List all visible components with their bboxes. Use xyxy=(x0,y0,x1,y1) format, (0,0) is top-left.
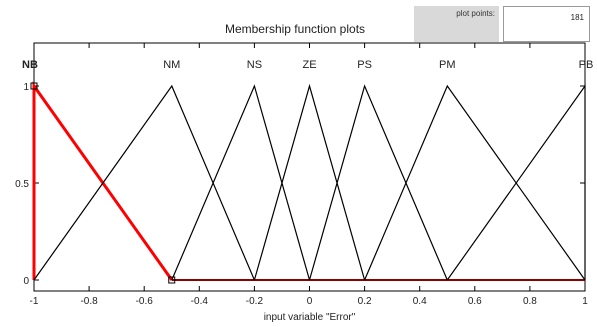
x-tick-label: -0.2 xyxy=(246,296,264,307)
x-tick-label: 0.8 xyxy=(523,296,537,307)
mf-line-ns[interactable] xyxy=(171,84,311,281)
mf-label-ze[interactable]: ZE xyxy=(302,59,316,71)
mf-line-ps[interactable] xyxy=(308,84,448,281)
plot-area-frame xyxy=(33,42,586,292)
mf-vertex-handle[interactable] xyxy=(168,276,176,284)
mf-line-pb[interactable] xyxy=(446,84,586,281)
mf-line-nm[interactable] xyxy=(33,84,255,281)
mf-line-nb[interactable] xyxy=(32,81,174,281)
x-tick-label: 0.6 xyxy=(468,296,482,307)
x-tick-label: 1 xyxy=(582,296,588,307)
x-tick-label: 0 xyxy=(307,296,313,307)
x-axis-label: input variable "Error" xyxy=(264,312,356,323)
plot-points-label: plot points: xyxy=(456,9,495,18)
mf-label-pm[interactable]: PM xyxy=(439,59,456,71)
plot-points-input[interactable] xyxy=(503,6,590,42)
mf-vertex-handle[interactable] xyxy=(30,82,38,90)
mf-label-nb[interactable]: NB xyxy=(22,59,38,71)
mf-label-pb[interactable]: PB xyxy=(579,59,594,71)
x-tick-label: -1 xyxy=(30,296,39,307)
y-tick-label: 0 xyxy=(23,276,29,287)
x-tick-label: 0.4 xyxy=(413,296,427,307)
x-tick-label: -0.8 xyxy=(80,296,98,307)
x-tick-label: -0.6 xyxy=(136,296,154,307)
mf-line-pm[interactable] xyxy=(364,84,586,281)
x-tick-label: 0.2 xyxy=(358,296,372,307)
mf-line-ze[interactable] xyxy=(253,83,366,281)
mf-label-ps[interactable]: PS xyxy=(357,59,372,71)
plot-title: Membership function plots xyxy=(224,22,366,36)
plot-points-label-box: plot points: xyxy=(414,6,499,42)
y-tick-label: 0.5 xyxy=(15,179,29,190)
mf-label-ns[interactable]: NS xyxy=(247,59,262,71)
y-tick-label: 1 xyxy=(23,82,29,93)
x-tick-label: -0.4 xyxy=(191,296,209,307)
mf-label-nm[interactable]: NM xyxy=(163,59,180,71)
